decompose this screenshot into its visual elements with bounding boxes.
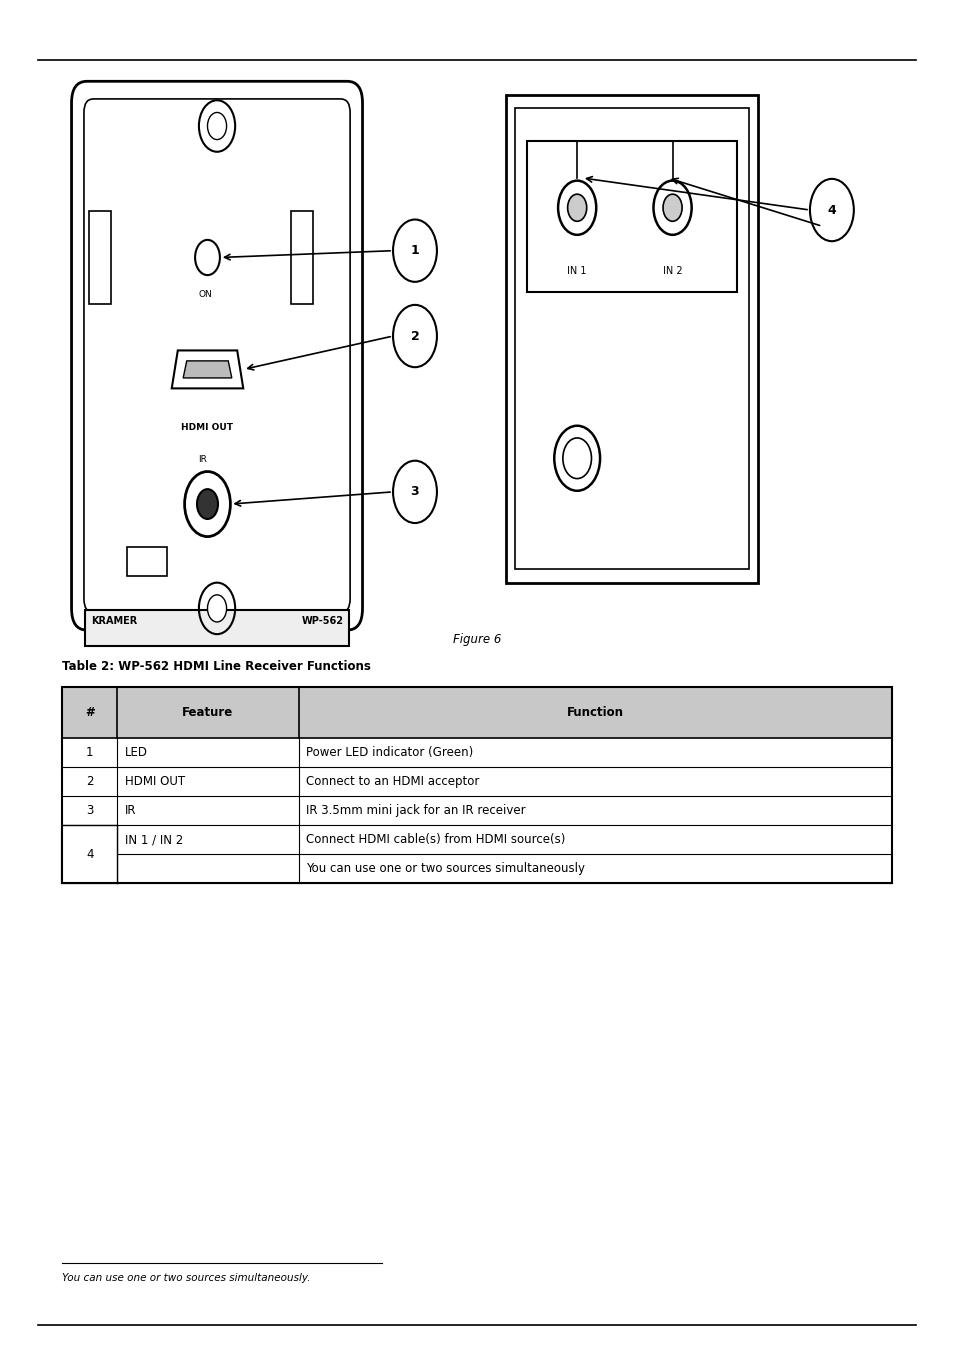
Bar	[505, 95, 758, 583]
Text: KRAMER: KRAMER	[91, 615, 136, 626]
Text: Connect to an HDMI acceptor: Connect to an HDMI acceptor	[306, 775, 479, 789]
Text: IN 1 / IN 2: IN 1 / IN 2	[125, 833, 183, 847]
Text: WP-562: WP-562	[301, 615, 343, 626]
Text: 4: 4	[86, 833, 93, 847]
Polygon shape	[172, 351, 243, 389]
Text: LED: LED	[125, 747, 148, 759]
Text: 3: 3	[410, 485, 419, 499]
Text: 4: 4	[826, 203, 836, 217]
Text: Power LED indicator (Green): Power LED indicator (Green)	[306, 747, 473, 759]
Text: IN 1: IN 1	[567, 266, 586, 275]
Text: Figure 6: Figure 6	[453, 633, 500, 646]
Text: Feature: Feature	[182, 706, 233, 720]
Bar	[127, 547, 167, 576]
Circle shape	[567, 194, 586, 221]
Circle shape	[208, 112, 226, 140]
Text: You can use one or two sources simultaneously.: You can use one or two sources simultane…	[62, 1272, 310, 1283]
Text: Connect HDMI cable(s) from HDMI source(s): Connect HDMI cable(s) from HDMI source(s…	[306, 833, 565, 847]
Text: IR: IR	[197, 455, 207, 463]
Bar	[526, 141, 737, 293]
Bar	[515, 108, 748, 569]
Text: 4: 4	[86, 848, 93, 860]
Bar	[291, 211, 313, 304]
Text: 1: 1	[410, 244, 419, 257]
Text: 1: 1	[86, 747, 93, 759]
Bar	[89, 211, 111, 304]
Text: 2: 2	[410, 329, 419, 343]
Text: 2: 2	[86, 775, 93, 789]
Bar	[62, 687, 891, 883]
Circle shape	[196, 489, 217, 519]
Text: IN 2: IN 2	[662, 266, 681, 275]
Text: Function: Function	[566, 706, 623, 720]
Text: You can use one or two sources simultaneously: You can use one or two sources simultane…	[306, 863, 584, 875]
Circle shape	[662, 194, 681, 221]
Text: IR 3.5mm mini jack for an IR receiver: IR 3.5mm mini jack for an IR receiver	[306, 805, 525, 817]
Text: HDMI OUT: HDMI OUT	[180, 423, 233, 432]
Text: ON: ON	[198, 290, 213, 298]
Text: 3: 3	[86, 805, 93, 817]
Text: IR: IR	[125, 805, 136, 817]
Bar	[62, 825, 117, 883]
Text: HDMI OUT: HDMI OUT	[125, 775, 185, 789]
Text: Table 2: WP-562 HDMI Line Receiver Functions: Table 2: WP-562 HDMI Line Receiver Funct…	[62, 660, 371, 673]
Bar	[62, 687, 891, 738]
Polygon shape	[183, 360, 232, 378]
Text: #: #	[85, 706, 94, 720]
Bar	[85, 610, 349, 646]
Circle shape	[208, 595, 226, 622]
